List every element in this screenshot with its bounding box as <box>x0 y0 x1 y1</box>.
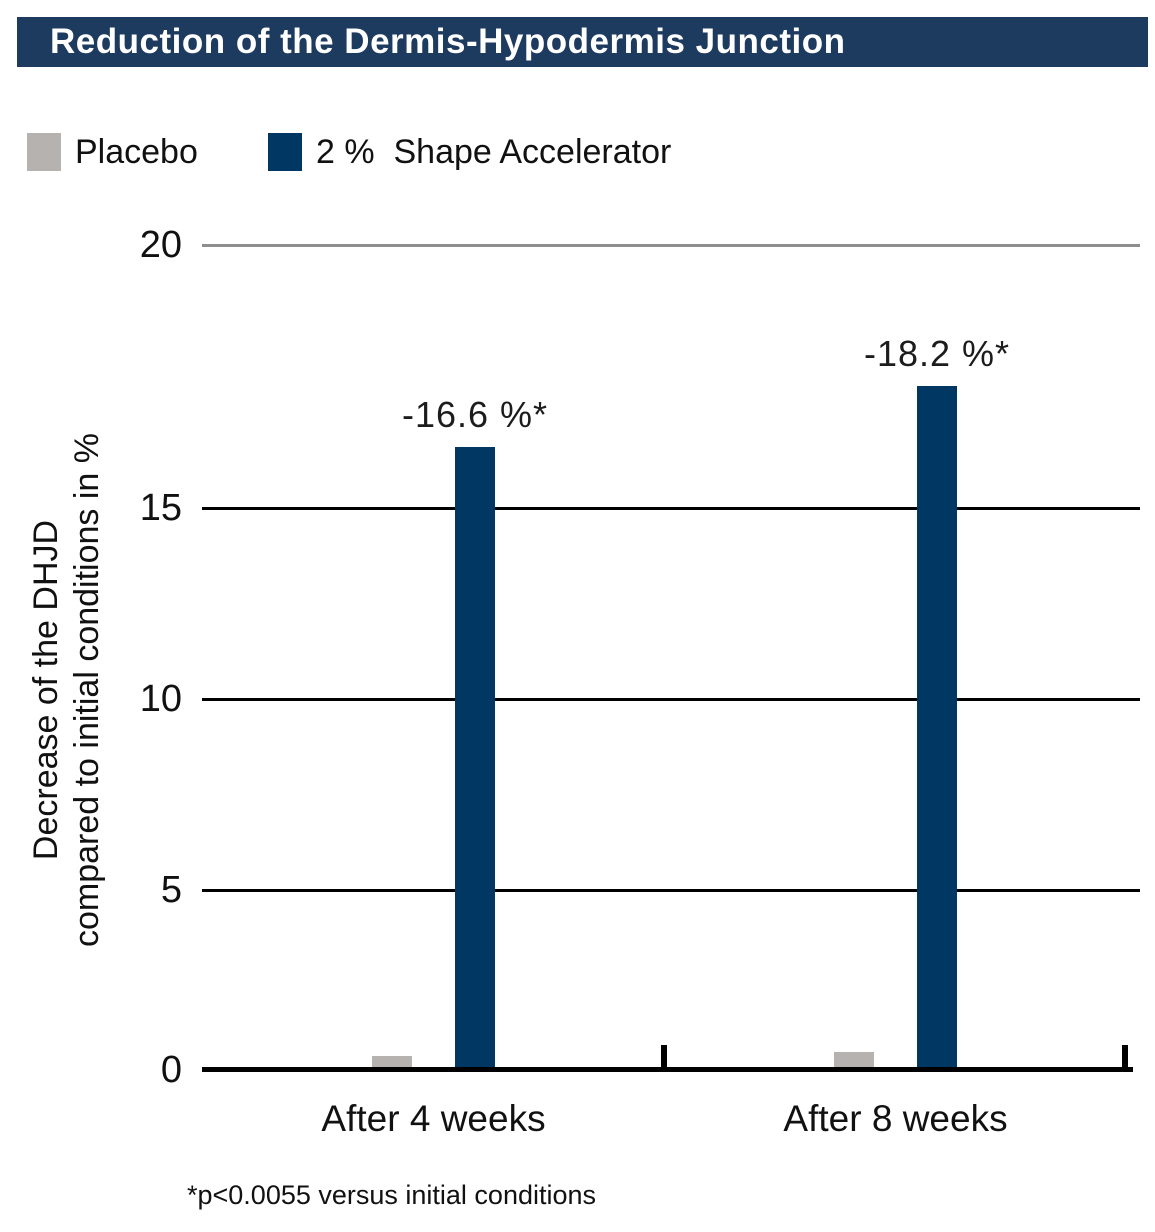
legend-label: Placebo <box>75 133 198 171</box>
value-label: -18.2 %* <box>863 332 1011 374</box>
gridline <box>202 889 1140 892</box>
chart-title-bar: Reduction of the Dermis-Hypodermis Junct… <box>17 17 1148 67</box>
y-tick-label: 10 <box>139 678 182 720</box>
legend: Placebo 2 % Shape Accelerator <box>0 133 1155 173</box>
legend-item-shape-accelerator: 2 % Shape Accelerator <box>268 133 671 171</box>
y-axis-title-line2: compared to initial conditions in % <box>68 432 106 948</box>
axis-tick <box>1122 1045 1128 1067</box>
footnote: *p<0.0055 versus initial conditions <box>187 1180 597 1210</box>
bar-shape-accelerator <box>917 385 957 1072</box>
placebo-swatch <box>27 133 61 171</box>
y-tick-label: 20 <box>139 224 182 266</box>
legend-item-placebo: Placebo <box>27 133 198 171</box>
value-label: -16.6 %* <box>401 393 549 435</box>
gridline <box>202 698 1140 701</box>
legend-label: 2 % Shape Accelerator <box>316 133 672 171</box>
shape-accelerator-swatch <box>268 133 302 171</box>
gridline <box>202 507 1140 510</box>
y-axis-title: Decrease of the DHJD compared to initial… <box>26 433 108 947</box>
y-tick-label: 15 <box>139 487 182 529</box>
category-label: After 8 weeks <box>783 1098 1008 1139</box>
y-tick-label: 5 <box>160 869 182 911</box>
axis-tick <box>661 1045 667 1067</box>
y-axis-title-line1: Decrease of the DHJD <box>27 519 65 861</box>
x-axis-line <box>202 1067 1133 1072</box>
chart-title: Reduction of the Dermis-Hypodermis Junct… <box>50 22 846 61</box>
gridline <box>202 244 1140 247</box>
category-label: After 4 weeks <box>321 1098 546 1139</box>
bar-shape-accelerator <box>455 446 495 1072</box>
y-tick-label: 0 <box>160 1049 182 1091</box>
